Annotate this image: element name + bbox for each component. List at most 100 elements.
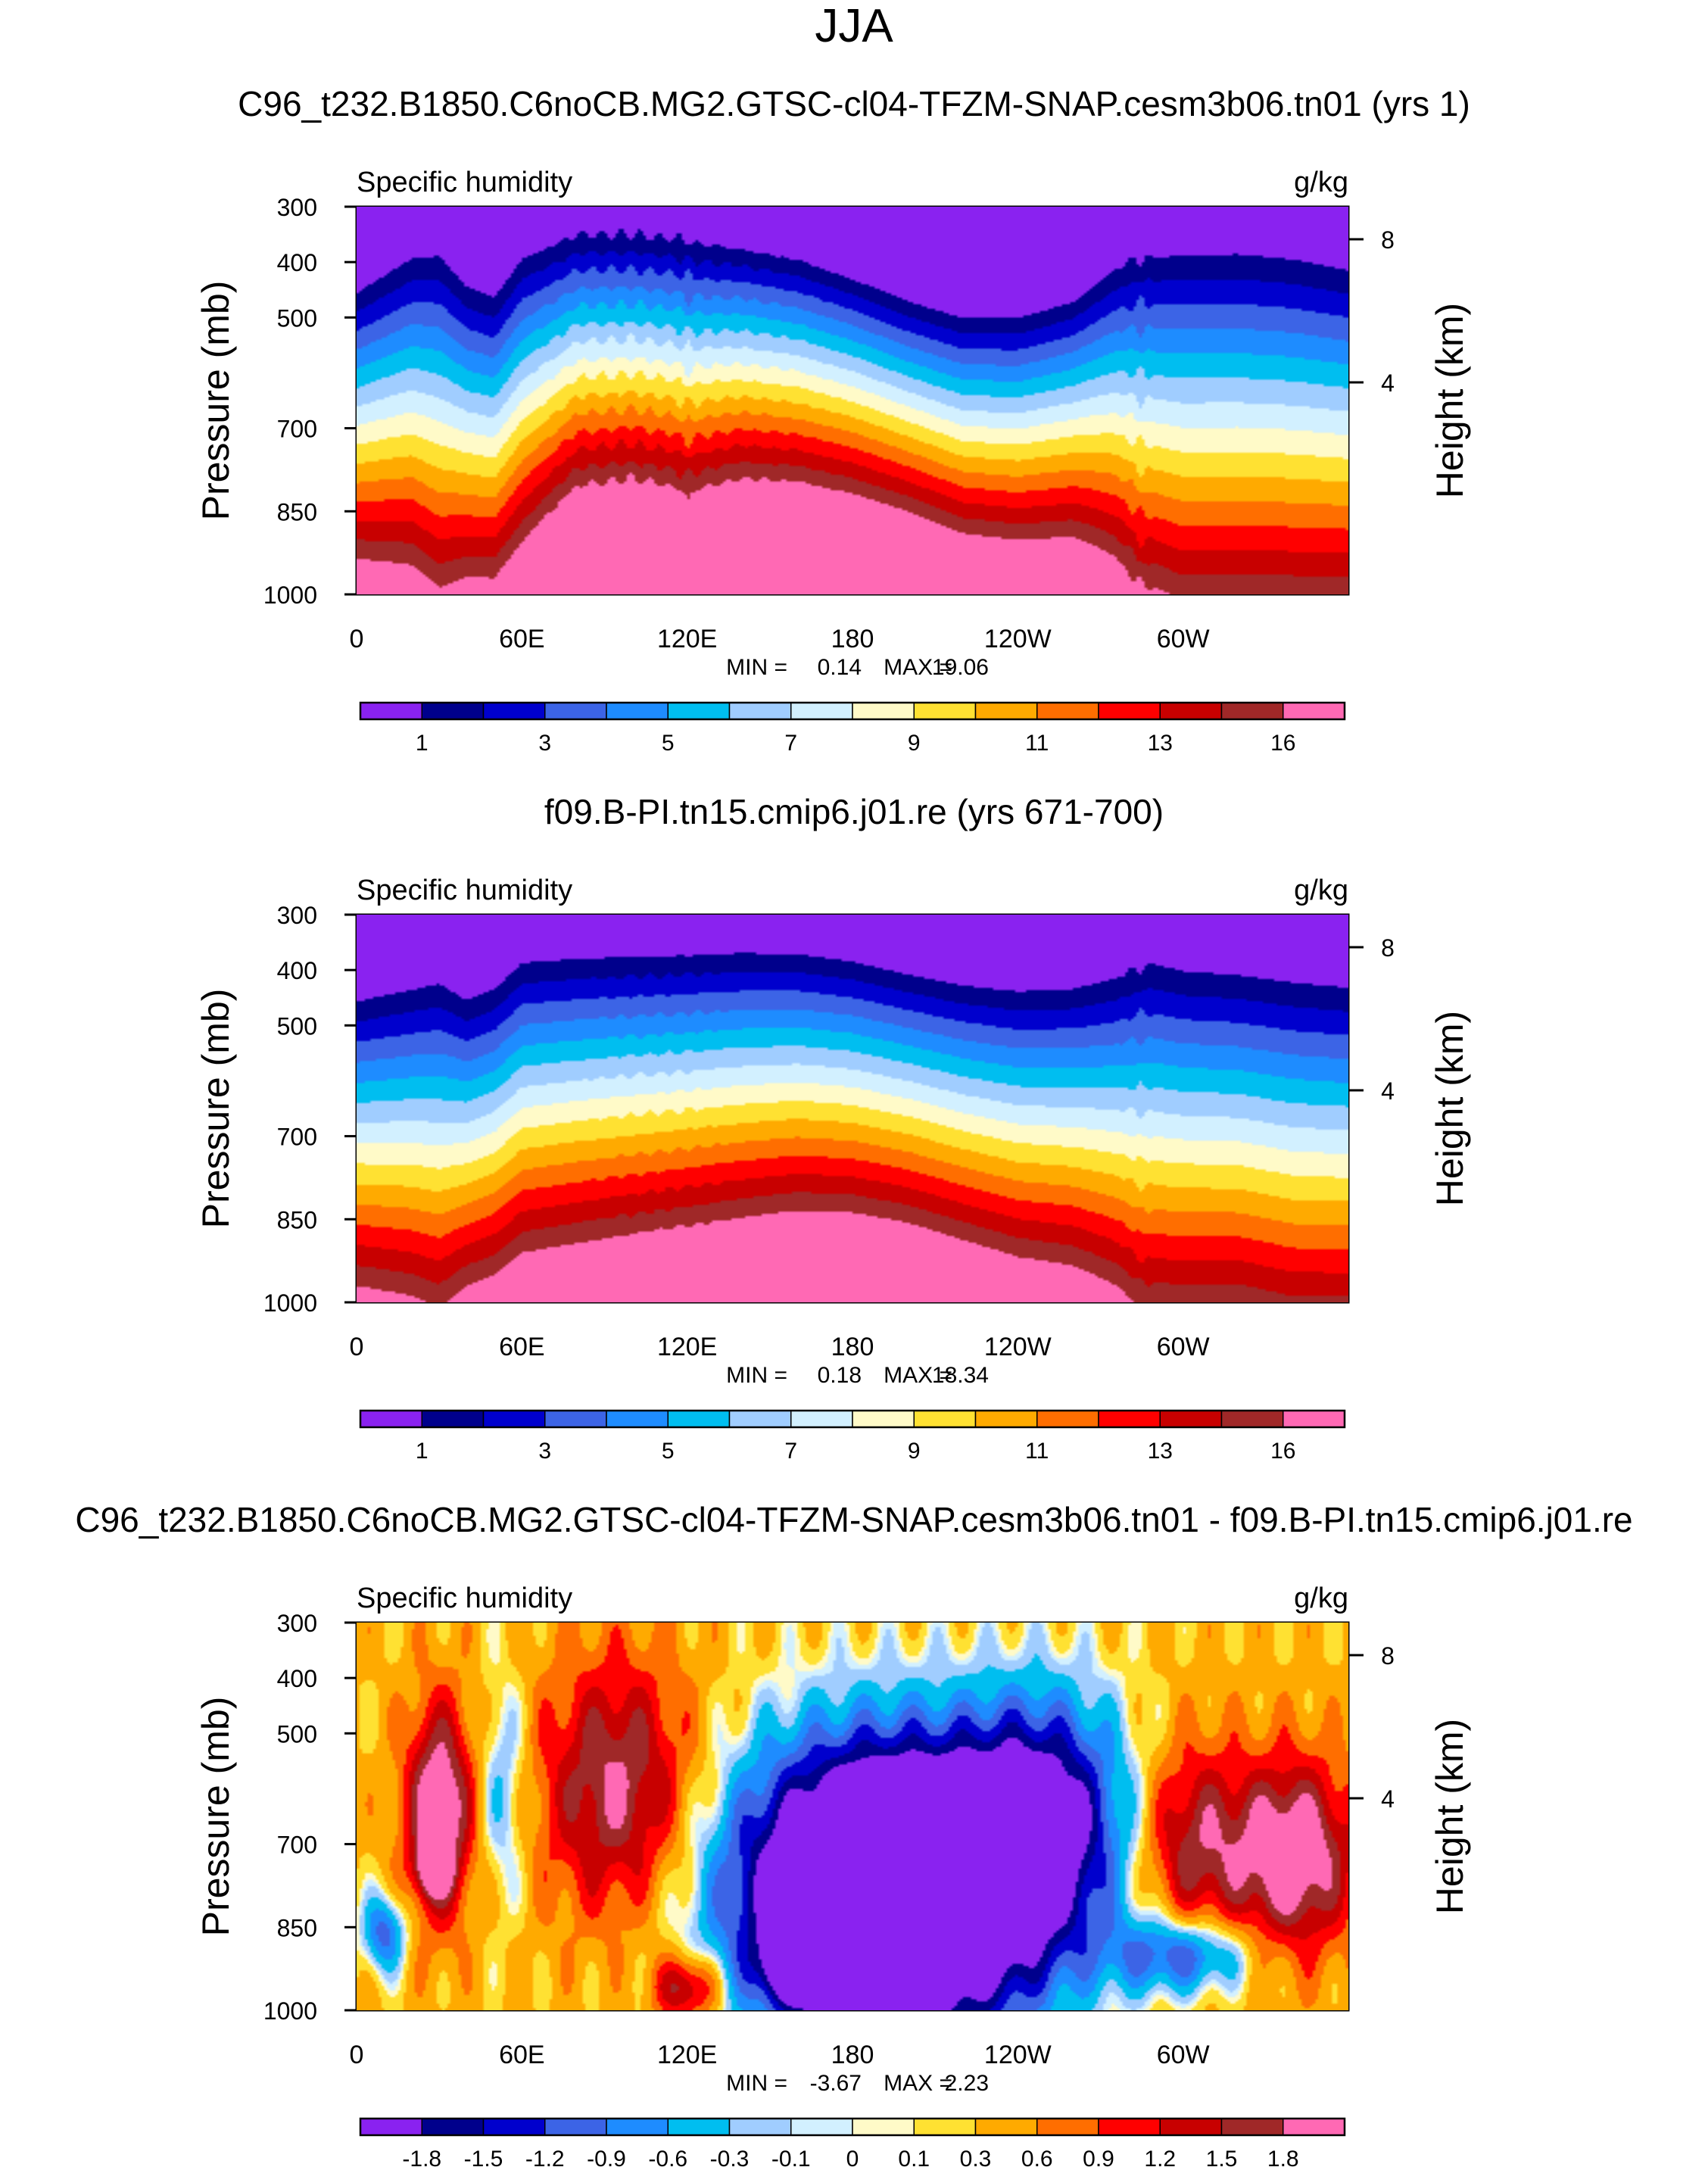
colorbar-swatch [421,702,485,720]
colorbar-swatch [974,1410,1038,1428]
colorbar-label: -0.3 [710,2147,750,2167]
colorbar-swatch [606,1410,669,1428]
x-tick-label: 120E [657,1333,717,1361]
units-label: g/kg [1294,1582,1348,1614]
x-tick-label: 180 [831,1333,874,1361]
colorbar-swatch [852,702,915,720]
colorbar-label: 0 [846,2147,859,2167]
contour-field-3 [357,1623,1348,2010]
y-axis-title: Pressure (mb) [195,281,237,521]
colorbar-frame [359,2117,1346,2137]
colorbar-swatch [1098,702,1161,720]
max-label: MAX = [884,1363,952,1388]
panel-title: C96_t232.B1850.C6noCB.MG2.GTSC-cl04-TFZM… [238,84,1470,123]
x-tick-label: 0 [350,1333,364,1361]
colorbar-swatch [482,1410,546,1428]
colorbar-swatch [1159,2118,1223,2136]
colorbar-swatch [1283,2118,1345,2136]
max-value: 18.34 [932,1363,989,1388]
colorbar-swatch [852,2118,915,2136]
y-tick-label: 300 [277,902,317,929]
y-tick-label: 500 [277,1012,317,1040]
colorbar-label: 1.8 [1267,2147,1299,2167]
right-tick-label: 8 [1381,934,1395,962]
colorbar-label: 9 [908,1439,921,1464]
x-tick-label: 120E [657,2041,717,2069]
min-value: 0.18 [818,1363,862,1388]
right-tick-label: 4 [1381,1785,1395,1813]
colorbar-swatch [667,2118,731,2136]
y-tick-label: 500 [277,1720,317,1748]
x-tick-label: 60W [1157,2041,1210,2069]
colorbar-label: 0.3 [960,2147,992,2167]
x-tick-label: 120W [984,2041,1052,2069]
colorbar-label: -1.5 [464,2147,503,2167]
chart-panel-3: C96_t232.B1850.C6noCB.MG2.GTSC-cl04-TFZM… [75,1500,1632,2167]
x-tick-label: 60E [499,625,545,653]
y-tick-label: 1000 [263,1997,317,2025]
colorbar-swatch [1220,2118,1284,2136]
panel-title: C96_t232.B1850.C6noCB.MG2.GTSC-cl04-TFZM… [75,1500,1632,1539]
colorbar-swatch [667,702,731,720]
x-tick-label: 180 [831,2041,874,2069]
figure-title: JJA [815,0,893,52]
y-tick-label: 400 [277,249,317,276]
y-tick-label: 400 [277,957,317,984]
x-tick-label: 60W [1157,625,1210,653]
colorbar-swatch [360,2118,422,2136]
y-tick-label: 850 [277,1206,317,1233]
y-axis-title-right: Height (km) [1429,1011,1471,1206]
colorbar-label: 5 [662,731,675,756]
y-tick-label: 300 [277,194,317,221]
colorbar-label: -0.6 [648,2147,687,2167]
colorbar-swatch [728,702,792,720]
colorbar-label: 11 [1025,731,1049,756]
y-tick-label: 400 [277,1665,317,1692]
colorbar-swatch [852,1410,915,1428]
colorbar-swatch [544,702,607,720]
colorbar-frame [359,701,1346,721]
contour-field-2 [357,915,1348,1302]
y-tick-label: 700 [277,1124,317,1151]
x-tick-label: 180 [831,625,874,653]
colorbar-swatch [482,2118,546,2136]
min-label: MIN = [726,655,787,680]
min-value: 0.14 [818,655,862,680]
colorbar-label: 1 [416,731,429,756]
colorbar-swatch [974,702,1038,720]
colorbar-label: 3 [538,1439,551,1464]
x-tick-label: 0 [350,2041,364,2069]
variable-label: Specific humidity [357,167,572,198]
colorbar-swatch [360,1410,422,1428]
contour-field-1 [357,207,1348,594]
colorbar-label: 13 [1148,1439,1173,1464]
colorbar-swatch [1036,1410,1099,1428]
colorbar-swatch [1283,1410,1345,1428]
colorbar-swatch [1283,702,1345,720]
colorbar-label: 3 [538,731,551,756]
right-tick-label: 8 [1381,1642,1395,1670]
x-tick-label: 120E [657,625,717,653]
y-tick-label: 500 [277,304,317,332]
units-label: g/kg [1294,167,1348,198]
colorbar-swatch [913,2118,977,2136]
right-tick-label: 4 [1381,1077,1395,1105]
min-label: MIN = [726,2071,787,2096]
x-tick-label: 120W [984,1333,1052,1361]
y-axis-title-right: Height (km) [1429,303,1471,498]
colorbar-swatch [1220,702,1284,720]
colorbar-swatch [544,2118,607,2136]
y-axis-title: Pressure (mb) [195,1697,237,1937]
y-tick-label: 1000 [263,1289,317,1317]
x-tick-label: 120W [984,625,1052,653]
colorbar-swatch [1036,702,1099,720]
max-value: 19.06 [932,655,989,680]
x-tick-label: 60W [1157,1333,1210,1361]
colorbar-swatch [482,702,546,720]
y-tick-label: 700 [277,416,317,443]
colorbar-frame [359,1409,1346,1429]
colorbar-swatch [913,1410,977,1428]
max-label: MAX = [884,2071,952,2096]
x-tick-label: 0 [350,625,364,653]
colorbar-label: 7 [784,1439,797,1464]
